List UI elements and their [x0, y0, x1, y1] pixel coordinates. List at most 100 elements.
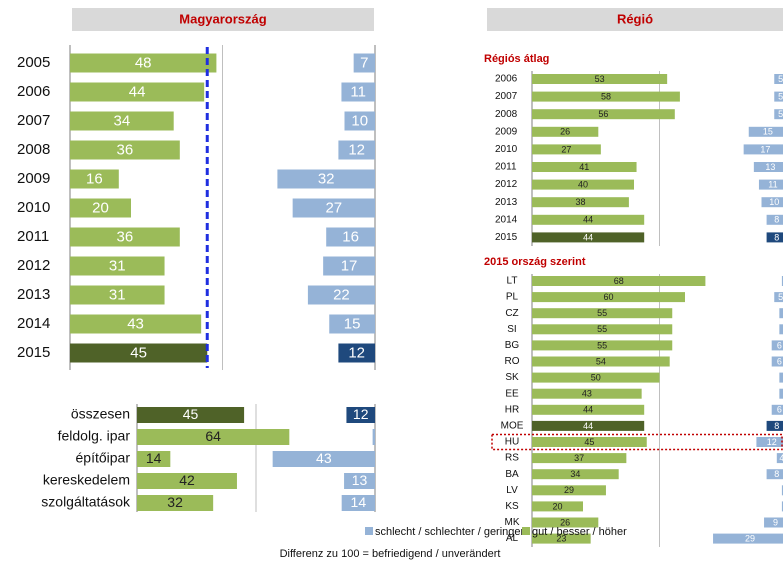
value-label: 22: [333, 286, 350, 303]
bar: [713, 533, 783, 544]
value-label: 20: [92, 199, 109, 216]
value-label: 13: [765, 162, 775, 172]
category-label: BA: [505, 469, 519, 480]
bar: [70, 285, 165, 305]
header-box: [72, 8, 374, 31]
bar: [329, 314, 375, 334]
value-label: 12: [767, 437, 777, 447]
bar: [766, 232, 783, 243]
bar: [532, 232, 645, 243]
bar: [758, 179, 783, 190]
value-label: 44: [583, 215, 593, 225]
category-label: 2010: [17, 199, 50, 216]
bar: [346, 407, 375, 423]
bar: [532, 276, 706, 286]
value-label: 45: [584, 437, 594, 447]
category-label: RS: [505, 453, 519, 464]
bar: [532, 91, 680, 102]
bar: [70, 343, 208, 363]
value-label: 54: [596, 356, 606, 366]
value-label: 45: [130, 344, 147, 361]
bar: [532, 308, 673, 319]
value-label: 26: [560, 127, 570, 137]
bar: [341, 495, 375, 511]
bar: [326, 227, 375, 247]
bar: [372, 429, 375, 445]
value-label: 37: [574, 453, 584, 463]
highlight-outline: [491, 433, 783, 451]
bar: [137, 451, 171, 467]
bar: [766, 469, 783, 480]
bar: [532, 340, 673, 351]
value-label: 40: [578, 179, 588, 189]
value-label: 12: [348, 141, 365, 158]
value-label: 20: [552, 501, 562, 511]
bar: [748, 126, 783, 137]
bar: [766, 214, 783, 225]
value-label: 6: [777, 405, 782, 415]
bar: [532, 404, 645, 415]
value-label: 55: [597, 308, 607, 318]
value-label: 15: [344, 315, 361, 332]
value-label: 4: [779, 453, 783, 463]
value-label: 29: [745, 533, 755, 543]
bar: [532, 420, 645, 431]
bar: [532, 469, 619, 480]
category-label: KS: [505, 501, 519, 512]
value-label: 44: [583, 405, 593, 415]
value-label: 8: [774, 232, 779, 242]
bar: [771, 404, 783, 415]
category-label: LT: [507, 276, 518, 287]
value-label: 68: [614, 276, 624, 286]
bar: [764, 517, 783, 528]
bar: [292, 198, 375, 218]
value-label: 8: [774, 469, 779, 479]
value-label: 17: [760, 144, 770, 154]
value-label: 10: [351, 112, 368, 129]
value-label: 36: [117, 141, 134, 158]
value-label: 31: [109, 257, 126, 274]
value-label: 27: [561, 144, 571, 154]
category-label: BG: [505, 340, 520, 351]
bar: [137, 495, 214, 511]
value-label: 12: [353, 406, 369, 422]
category-label: EE: [505, 388, 519, 399]
bar: [70, 140, 180, 160]
category-label: AL: [506, 533, 519, 544]
value-label: 60: [603, 292, 613, 302]
bar: [781, 501, 783, 512]
bar: [781, 276, 783, 286]
value-label: 5: [778, 292, 783, 302]
bar: [532, 197, 629, 208]
value-label: 45: [183, 406, 199, 422]
value-label: 23: [556, 533, 566, 543]
value-label: 42: [179, 472, 195, 488]
subtitle: Régiós átlag: [484, 53, 549, 65]
category-label: 2011: [495, 162, 517, 173]
category-label: 2014: [17, 315, 50, 332]
bar: [532, 144, 601, 155]
value-label: 64: [205, 428, 221, 444]
bar: [766, 420, 783, 431]
bar: [344, 111, 375, 131]
bar: [532, 126, 599, 137]
bar: [532, 214, 645, 225]
value-label: 12: [348, 344, 365, 361]
legend-swatch: [365, 527, 373, 535]
bar: [532, 388, 642, 399]
bar: [532, 453, 627, 464]
value-label: 17: [341, 257, 358, 274]
category-label: MOE: [501, 421, 524, 432]
bar: [532, 501, 583, 512]
bar: [532, 179, 634, 190]
value-label: 8: [774, 421, 779, 431]
bar: [779, 308, 783, 319]
bar: [532, 533, 591, 544]
category-label: SI: [507, 324, 516, 335]
value-label: 8: [774, 215, 779, 225]
bar: [753, 162, 783, 172]
value-label: 41: [579, 162, 589, 172]
value-label: 10: [769, 197, 779, 207]
category-label: PL: [506, 292, 519, 303]
